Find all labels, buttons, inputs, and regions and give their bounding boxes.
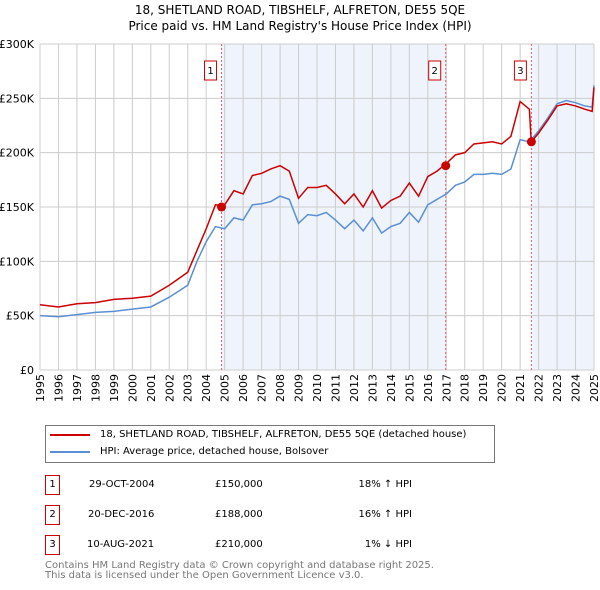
sale-marker-label: 2	[432, 66, 438, 77]
x-tick-label: 2018	[459, 374, 472, 402]
legend-swatch-property	[50, 433, 90, 436]
sale-hpi-diff: 1% ↓ HPI	[364, 539, 412, 550]
plot-area: 1995 1996 1997 1998 1999 2000 2001 2002 2003 2004…	[0, 38, 600, 402]
x-tick-label: 2006	[237, 374, 250, 402]
sale-date: 10-AUG-2021	[87, 539, 155, 550]
x-tick-label: 1997	[71, 374, 84, 402]
x-tick-label: 1999	[108, 374, 121, 402]
y-tick-label: £250K	[0, 92, 35, 105]
sale-marker-label: 1	[207, 66, 213, 77]
legend-swatch-hpi	[50, 450, 90, 453]
x-tick-label: 2023	[551, 374, 564, 402]
chart-subtitle: Price paid vs. HM Land Registry's House …	[128, 19, 472, 33]
y-tick-label: £50K	[6, 310, 35, 323]
sale-row: 3 10-AUG-2021 £210,000 1% ↓ HPI	[45, 535, 445, 555]
sale-marker-box: 1	[45, 475, 60, 495]
x-tick-label: 2002	[163, 374, 176, 402]
x-tick-label: 2004	[200, 374, 213, 402]
x-tick-label: 2016	[422, 374, 435, 402]
x-tick-label: 2013	[366, 374, 379, 402]
x-tick-label: 2005	[219, 374, 232, 402]
x-tick-label: 2010	[311, 374, 324, 402]
x-tick-label: 2024	[570, 374, 583, 402]
property-price-line	[39, 87, 595, 308]
x-tick-label: 2017	[440, 374, 453, 402]
sale-hpi-diff: 16% ↑ HPI	[358, 509, 412, 520]
legend-label-property: 18, SHETLAND ROAD, TIBSHELF, ALFRETON, D…	[100, 429, 467, 440]
x-tick-label: 1998	[89, 374, 102, 402]
x-tick-label: 2019	[477, 374, 490, 402]
x-tick-label: 2022	[533, 374, 546, 402]
sale-date: 20-DEC-2016	[88, 509, 155, 520]
x-tick-label: 2015	[403, 374, 416, 402]
sale-price: £210,000	[215, 539, 263, 550]
x-tick-label: 2025	[588, 374, 600, 402]
sale-price: £188,000	[215, 509, 263, 520]
y-tick-label: £200K	[0, 147, 35, 160]
x-tick-label: 2011	[329, 374, 342, 402]
x-tick-label: 2001	[145, 374, 158, 402]
footer: Contains HM Land Registry data © Crown c…	[45, 561, 434, 581]
x-tick-label: 2003	[182, 374, 195, 402]
footer-line: This data is licensed under the Open Gov…	[45, 570, 364, 581]
x-tick-label: 2008	[274, 374, 287, 402]
legend-label-hpi: HPI: Average price, detached house, Bols…	[100, 446, 329, 457]
sale-row: 1 29-OCT-2004 £150,000 18% ↑ HPI	[45, 475, 445, 495]
sale-marker-label: 3	[517, 66, 523, 77]
sale-row: 2 20-DEC-2016 £188,000 16% ↑ HPI	[45, 505, 445, 525]
chart-title: 18, SHETLAND ROAD, TIBSHELF, ALFRETON, D…	[134, 3, 466, 17]
sale-marker-box	[428, 60, 442, 81]
y-tick-label: £300K	[0, 38, 35, 51]
sale-marker-box	[204, 60, 218, 81]
x-tick-label: 2009	[293, 374, 306, 402]
sale-point	[526, 137, 536, 147]
sale-date: 29-OCT-2004	[89, 479, 155, 490]
sale-marker-box: 2	[45, 505, 60, 525]
legend: 18, SHETLAND ROAD, TIBSHELF, ALFRETON, D…	[45, 425, 495, 463]
x-tick-label: 2012	[348, 374, 361, 402]
x-tick-label: 2000	[126, 374, 139, 402]
sale-marker-box	[513, 60, 527, 81]
y-tick-label: £0	[20, 364, 34, 377]
y-tick-label: £100K	[0, 255, 35, 268]
sale-price: £150,000	[215, 479, 263, 490]
x-tick-label: 2007	[256, 374, 269, 402]
x-tick-label: 2021	[514, 374, 527, 402]
sale-point	[217, 202, 227, 212]
x-tick-label: 2014	[385, 374, 398, 402]
x-tick-label: 1995	[34, 374, 47, 402]
x-tick-label: 2020	[496, 374, 509, 402]
sale-marker-box: 3	[45, 535, 60, 555]
x-tick-label: 1996	[52, 374, 65, 402]
footer-line: Contains HM Land Registry data © Crown c…	[45, 560, 434, 571]
sale-hpi-diff: 18% ↑ HPI	[358, 479, 412, 490]
sale-point	[441, 161, 451, 171]
y-tick-label: £150K	[0, 201, 35, 214]
